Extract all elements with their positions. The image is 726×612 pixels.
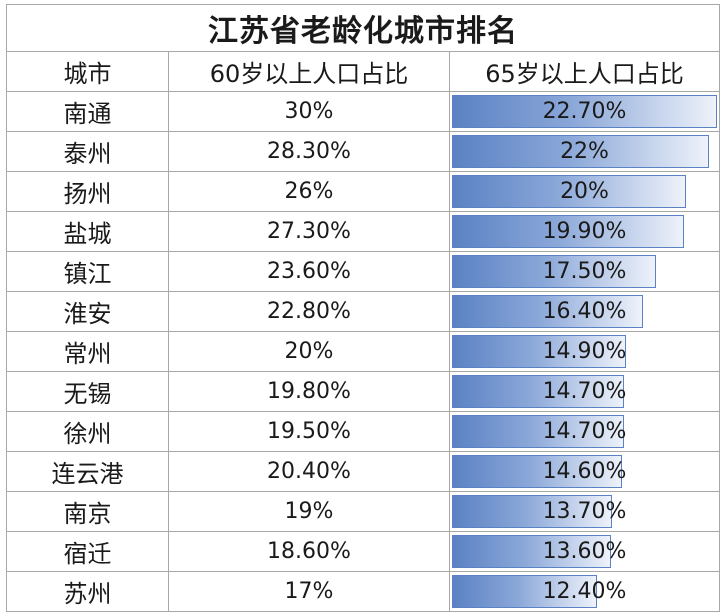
header-65plus[interactable]: 65岁以上人口占比 [448,51,721,92]
data-bar [452,255,657,288]
data-bar-label: 13.60% [542,539,627,564]
data-bar-label: 14.60% [542,459,627,484]
cell-65plus[interactable]: 17.50% [448,251,721,292]
table-row: 镇江 23.60% 17.50% [6,251,721,292]
data-bar-label: 17.50% [542,259,627,284]
title-row: 江苏省老龄化城市排名 [5,4,721,52]
cell-65plus[interactable]: 19.90% [448,211,721,252]
data-bar [452,495,612,528]
ranking-table: 江苏省老龄化城市排名 城市 60岁以上人口占比 65岁以上人口占比 南通 30% 2… [5,4,721,612]
data-bar [452,535,611,568]
cell-65plus[interactable]: 13.70% [448,491,721,532]
cell-60plus[interactable]: 26% [168,171,450,212]
table-row: 泰州 28.30% 22% [6,131,721,172]
table-row: 无锡 19.80% 14.70% [6,371,721,412]
cell-60plus[interactable]: 17% [168,571,450,612]
data-bar [452,375,624,408]
header-row: 城市 60岁以上人口占比 65岁以上人口占比 [6,51,721,92]
table-row: 连云港 20.40% 14.60% [6,451,721,492]
cell-city[interactable]: 南通 [6,91,169,132]
data-bar [452,295,644,328]
data-bar [452,335,626,368]
cell-60plus[interactable]: 19% [168,491,450,532]
data-bar [452,95,718,128]
data-bar-label: 16.40% [542,299,627,324]
cell-city[interactable]: 徐州 [6,411,169,452]
data-bar-label: 12.40% [542,579,627,604]
table-row: 扬州 26% 20% [6,171,721,212]
cell-65plus[interactable]: 14.70% [448,371,721,412]
cell-65plus[interactable]: 14.90% [448,331,721,372]
data-bar-label: 20% [560,179,609,204]
data-bar [452,215,685,248]
cell-60plus[interactable]: 28.30% [168,131,450,172]
cell-city[interactable]: 苏州 [6,571,169,612]
cell-60plus[interactable]: 30% [168,91,450,132]
cell-city[interactable]: 宿迁 [6,531,169,572]
data-bar-label: 14.70% [542,379,627,404]
cell-65plus[interactable]: 22% [448,131,721,172]
data-bar-label: 22.70% [542,99,627,124]
data-bar [452,135,709,168]
table-row: 南京 19% 13.70% [6,491,721,532]
cell-65plus[interactable]: 16.40% [448,291,721,332]
cell-city[interactable]: 淮安 [6,291,169,332]
cell-city[interactable]: 扬州 [6,171,169,212]
data-bar [452,415,624,448]
table-row: 常州 20% 14.90% [6,331,721,372]
cell-65plus[interactable]: 12.40% [448,571,721,612]
cell-65plus[interactable]: 14.70% [448,411,721,452]
cell-city[interactable]: 盐城 [6,211,169,252]
cell-65plus[interactable]: 14.60% [448,451,721,492]
header-60plus[interactable]: 60岁以上人口占比 [168,51,450,92]
table-row: 宿迁 18.60% 13.60% [6,531,721,572]
data-bar-label: 19.90% [542,219,627,244]
cell-city[interactable]: 镇江 [6,251,169,292]
data-bar [452,175,686,208]
data-bar [452,575,597,608]
cell-65plus[interactable]: 20% [448,171,721,212]
cell-60plus[interactable]: 19.80% [168,371,450,412]
cell-city[interactable]: 常州 [6,331,169,372]
header-city[interactable]: 城市 [6,51,169,92]
cell-65plus[interactable]: 13.60% [448,531,721,572]
cell-city[interactable]: 连云港 [6,451,169,492]
table-row: 盐城 27.30% 19.90% [6,211,721,252]
cell-65plus[interactable]: 22.70% [448,91,721,132]
cell-60plus[interactable]: 19.50% [168,411,450,452]
data-bar-label: 14.90% [542,339,627,364]
table-row: 苏州 17% 12.40% [6,571,721,612]
cell-60plus[interactable]: 22.80% [168,291,450,332]
data-bar [452,455,623,488]
table-row: 徐州 19.50% 14.70% [6,411,721,452]
data-bar-label: 14.70% [542,419,627,444]
cell-60plus[interactable]: 23.60% [168,251,450,292]
cell-60plus[interactable]: 18.60% [168,531,450,572]
cell-60plus[interactable]: 20% [168,331,450,372]
table-row: 淮安 22.80% 16.40% [6,291,721,332]
cell-city[interactable]: 南京 [6,491,169,532]
data-bar-label: 22% [560,139,609,164]
data-bar-label: 13.70% [542,499,627,524]
table-title[interactable]: 江苏省老龄化城市排名 [5,4,721,52]
table-row: 南通 30% 22.70% [6,91,721,132]
cell-city[interactable]: 无锡 [6,371,169,412]
cell-60plus[interactable]: 27.30% [168,211,450,252]
cell-60plus[interactable]: 20.40% [168,451,450,492]
cell-city[interactable]: 泰州 [6,131,169,172]
